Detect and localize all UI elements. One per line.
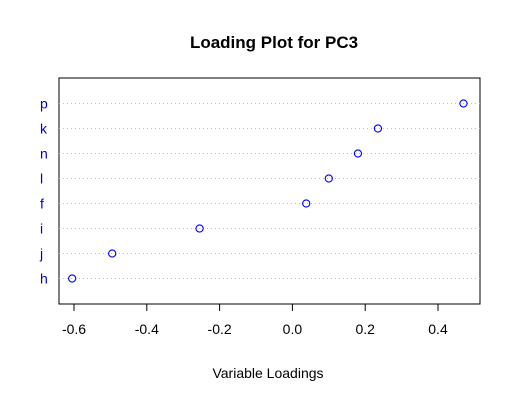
category-label-p: p — [40, 96, 48, 112]
x-tick-label: 0.0 — [283, 321, 303, 337]
x-axis: -0.6 -0.4 -0.2 0.0 0.2 0.4 — [62, 303, 448, 337]
category-label-i: i — [40, 221, 43, 237]
point-p — [459, 99, 468, 108]
category-label-k: k — [40, 121, 48, 137]
point-k — [373, 124, 383, 133]
chart-title: Loading Plot for PC3 — [190, 33, 358, 52]
x-tick-label: 0.4 — [428, 321, 448, 337]
x-tick-label: 0.2 — [355, 321, 375, 337]
point-j — [108, 249, 117, 258]
point-l — [324, 174, 333, 183]
point-n — [353, 149, 363, 158]
point-f — [302, 199, 311, 208]
point-i — [195, 224, 204, 233]
plot-frame — [58, 77, 481, 305]
x-tick-label: -0.4 — [135, 321, 159, 337]
category-label-h: h — [40, 271, 48, 287]
category-label-n: n — [40, 146, 48, 162]
point-h — [68, 274, 77, 283]
x-tick-label: -0.6 — [62, 321, 86, 337]
x-axis-title: Variable Loadings — [212, 365, 323, 381]
category-label-j: j — [39, 246, 43, 262]
data-points — [68, 99, 468, 283]
grid-lines — [59, 103, 480, 279]
category-label-f: f — [40, 196, 44, 212]
x-tick-label: -0.2 — [208, 321, 232, 337]
category-label-l: l — [40, 171, 43, 187]
